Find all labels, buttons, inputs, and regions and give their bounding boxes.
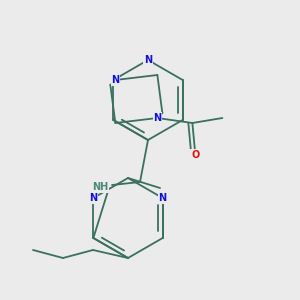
Text: NH: NH bbox=[92, 182, 108, 192]
Text: N: N bbox=[89, 193, 98, 203]
Text: N: N bbox=[159, 193, 167, 203]
Text: N: N bbox=[144, 55, 152, 65]
Text: O: O bbox=[191, 150, 200, 160]
Text: N: N bbox=[111, 75, 119, 85]
Text: N: N bbox=[153, 113, 161, 123]
